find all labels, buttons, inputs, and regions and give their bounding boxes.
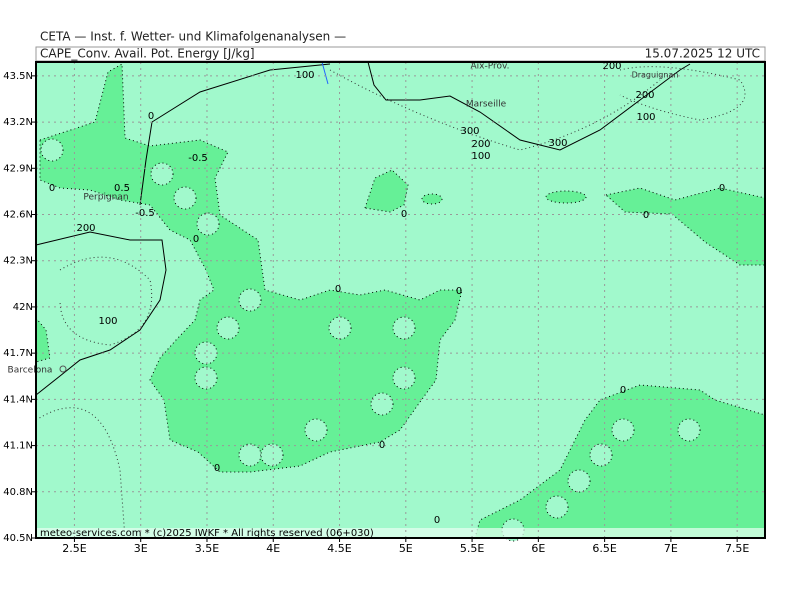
- x-tick-label: 5E: [399, 542, 413, 555]
- coastline: [367, 61, 691, 151]
- contour-label: 100: [636, 112, 655, 123]
- coastline: [35, 231, 167, 396]
- y-tick-label: 42.3N: [3, 256, 33, 267]
- contour-label: 0: [456, 286, 462, 297]
- coastline: [139, 63, 331, 206]
- contour: [35, 407, 126, 539]
- contour-label: 0: [193, 234, 199, 245]
- contour-label: 100: [98, 316, 117, 327]
- y-tick-label: 42N: [13, 302, 33, 313]
- x-tick-label: 5.5E: [460, 542, 484, 555]
- cape-region: [35, 316, 51, 363]
- hole: [196, 212, 220, 236]
- parameter: CAPE_Conv. Avail. Pot. Energy [J/kg]: [40, 47, 255, 61]
- hole: [238, 443, 262, 467]
- hole: [392, 366, 416, 390]
- x-tick-label: 3E: [134, 542, 148, 555]
- y-tick-label: 40.5N: [3, 533, 33, 544]
- x-tick-label: 4E: [266, 542, 280, 555]
- hole: [545, 495, 569, 519]
- hole: [589, 443, 613, 467]
- contour-label: 0: [379, 440, 385, 451]
- place-label: Aix-Prov.: [471, 62, 510, 72]
- contour-label: 100: [471, 151, 490, 162]
- cape-region: [421, 193, 443, 205]
- y-tick-label: 43.2N: [3, 117, 33, 128]
- x-tick-label: 6E: [531, 542, 545, 555]
- hole: [194, 366, 218, 390]
- y-tick-label: 41.1N: [3, 441, 33, 452]
- hole: [260, 443, 284, 467]
- contour: [329, 69, 661, 151]
- map: meteo-services.com * (c)2025 IWKF * All …: [8, 61, 766, 542]
- hole: [150, 162, 174, 186]
- hole: [238, 288, 262, 312]
- hole: [40, 138, 64, 162]
- hole: [611, 418, 635, 442]
- y-tick-label: 40.8N: [3, 487, 33, 498]
- place-label: Barcelona: [8, 366, 53, 376]
- map-frame: [35, 61, 766, 539]
- contour-label: 0.5: [114, 183, 130, 194]
- border: [321, 61, 329, 85]
- hole: [370, 392, 394, 416]
- cape-region: [364, 169, 409, 213]
- y-tick-label: 42.9N: [3, 163, 33, 174]
- contour-label: 0: [434, 515, 440, 526]
- contour-label: 0: [214, 463, 220, 474]
- x-tick-label: 2.5E: [62, 542, 86, 555]
- x-tick-label: 7.5E: [725, 542, 749, 555]
- y-tick-label: 41.4N: [3, 394, 33, 405]
- title: CETA — Inst. f. Wetter- und Klimafolgena…: [40, 30, 346, 44]
- contour-label: 0: [620, 385, 626, 396]
- contour-label: 200: [471, 139, 490, 150]
- hole: [392, 316, 416, 340]
- place-label: Draguignan: [632, 71, 679, 80]
- cape-region: [545, 190, 587, 204]
- holes: [40, 138, 701, 542]
- contour-label: 0: [401, 209, 407, 220]
- x-tick-label: 3.5E: [195, 542, 219, 555]
- hole: [216, 316, 240, 340]
- contour: [59, 256, 153, 346]
- contour-label: 200: [635, 90, 654, 101]
- valid-time: 15.07.2025 12 UTC: [645, 47, 760, 61]
- y-tick-label: 41.7N: [3, 348, 33, 359]
- hole: [677, 418, 701, 442]
- contour-label: 0: [148, 111, 154, 122]
- contour-label: 300: [460, 126, 479, 137]
- cape-region: [604, 187, 766, 266]
- contour-label: 200: [76, 223, 95, 234]
- hole: [173, 186, 197, 210]
- contour-label: 0: [643, 210, 649, 221]
- y-tick-label: 42.6N: [3, 210, 33, 221]
- x-tick-label: 6.5E: [592, 542, 616, 555]
- contour-label: 200: [602, 61, 621, 72]
- footer: meteo-services.com * (c)2025 IWKF * All …: [40, 528, 374, 539]
- hole: [567, 469, 591, 493]
- contour-label: 0: [49, 183, 55, 194]
- x-tick-label: 7E: [664, 542, 678, 555]
- town-marker: [59, 365, 67, 373]
- x-tick-label: 4.5E: [327, 542, 351, 555]
- place-label: Perpignan: [83, 193, 128, 203]
- y-tick-label: 43.5N: [3, 71, 33, 82]
- place-label: Marseille: [466, 100, 507, 110]
- contour-label: -0.5: [188, 153, 208, 164]
- contour-label: 100: [295, 70, 314, 81]
- contour-label: 0: [335, 284, 341, 295]
- contour-label: 0: [719, 183, 725, 194]
- footer-band: [36, 528, 765, 538]
- contour-label: -0.5: [135, 208, 155, 219]
- contour-label: 300: [548, 138, 567, 149]
- hole: [304, 418, 328, 442]
